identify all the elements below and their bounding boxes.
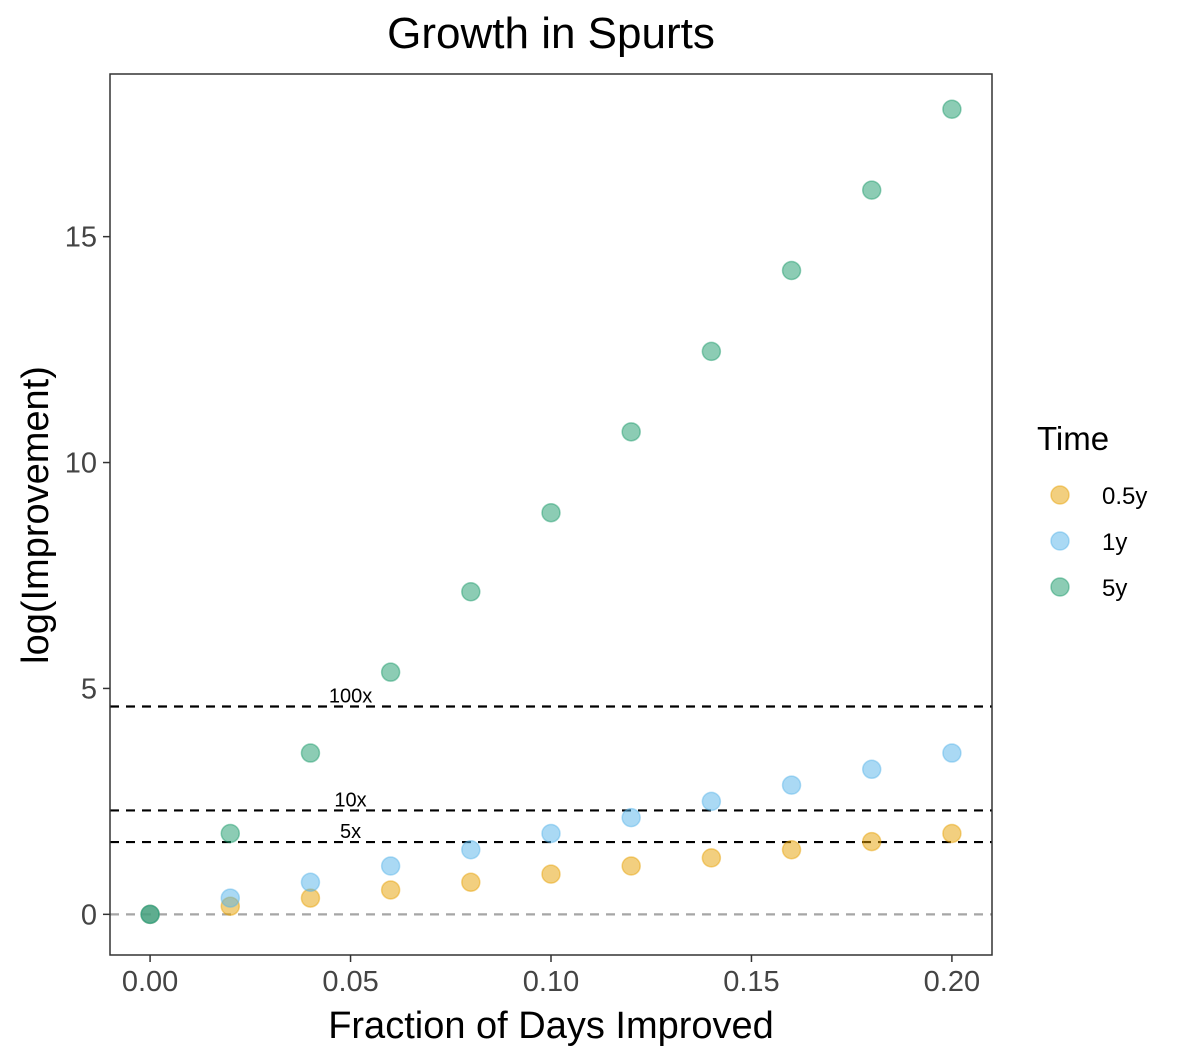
data-point: [701, 848, 722, 868]
data-point: [701, 341, 722, 362]
data-points: [140, 99, 962, 925]
legend-title: Time: [1037, 420, 1109, 457]
data-point: [942, 743, 962, 763]
data-point: [541, 864, 561, 884]
data-point: [300, 872, 321, 893]
legend-key: [1050, 485, 1070, 505]
data-point: [380, 662, 401, 682]
legend-label: 1y: [1102, 529, 1127, 556]
data-point: [861, 759, 882, 780]
data-point: [140, 904, 160, 925]
y-tick-label: 5: [81, 673, 97, 705]
data-point: [861, 831, 882, 852]
legend-key: [1050, 577, 1070, 597]
y-axis: 0 5 10 15: [65, 222, 110, 931]
reference-line-label: 5x: [340, 821, 361, 843]
x-tick-label: 0.20: [924, 966, 980, 998]
x-axis-label: Fraction of Days Improved: [328, 1005, 774, 1047]
data-point: [300, 743, 321, 763]
legend-label: 0.5y: [1102, 483, 1147, 510]
data-point: [461, 582, 481, 602]
data-point: [220, 823, 241, 844]
data-point: [781, 775, 802, 795]
x-tick-label: 0.00: [122, 966, 178, 998]
x-axis: 0.00 0.05 0.10 0.15 0.20: [122, 955, 980, 998]
data-point: [220, 888, 241, 908]
data-point: [621, 856, 641, 876]
legend: Time 0.5y 1y 5y: [1037, 420, 1147, 602]
data-point: [942, 99, 962, 119]
data-point: [781, 260, 802, 281]
y-tick-label: 15: [65, 222, 97, 254]
y-tick-label: 0: [81, 899, 97, 931]
y-axis-label: log(Improvement): [15, 366, 57, 664]
data-point: [621, 807, 641, 828]
data-point: [380, 856, 401, 876]
data-point: [781, 839, 802, 860]
data-point: [461, 839, 481, 860]
data-point: [541, 502, 561, 523]
legend-label: 5y: [1102, 575, 1127, 602]
reference-line-label: 100x: [329, 686, 372, 708]
chart-title: Growth in Spurts: [387, 9, 715, 58]
y-tick-label: 10: [65, 448, 97, 480]
data-point: [541, 823, 561, 844]
data-point: [461, 872, 481, 893]
data-point: [701, 791, 722, 812]
data-point: [621, 422, 641, 442]
x-tick-label: 0.05: [322, 966, 378, 998]
data-point: [942, 823, 962, 844]
reference-line-label: 10x: [334, 789, 366, 811]
legend-key: [1050, 531, 1070, 551]
x-tick-label: 0.15: [723, 966, 779, 998]
data-point: [861, 180, 882, 200]
data-point: [380, 880, 401, 900]
x-tick-label: 0.10: [523, 966, 579, 998]
